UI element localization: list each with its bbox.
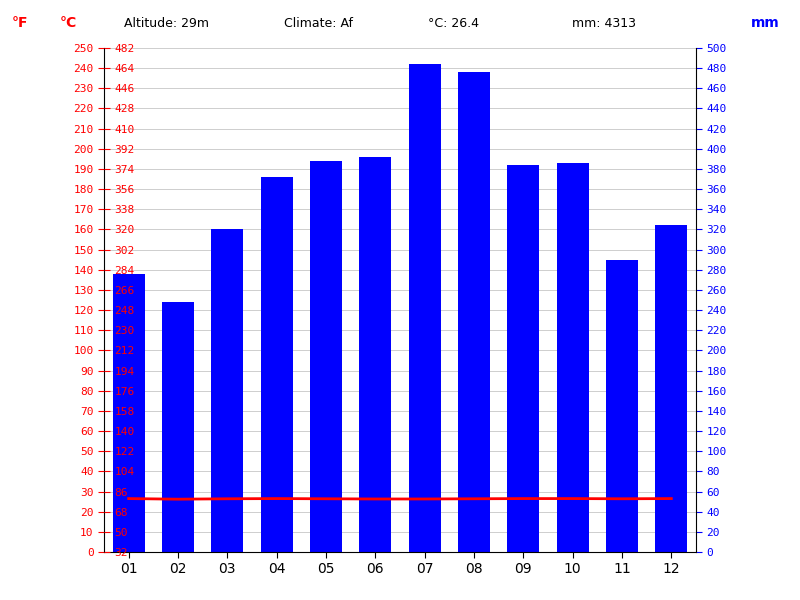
Bar <box>507 165 539 552</box>
Text: °C: 26.4: °C: 26.4 <box>428 17 479 30</box>
Bar <box>211 229 243 552</box>
Bar <box>458 72 490 552</box>
Bar <box>557 163 589 552</box>
Text: mm: mm <box>751 16 780 30</box>
Text: mm: 4313: mm: 4313 <box>572 17 636 30</box>
Text: Altitude: 29m: Altitude: 29m <box>124 17 209 30</box>
Bar <box>655 226 687 552</box>
Bar <box>162 302 194 552</box>
Text: °F: °F <box>12 16 29 30</box>
Bar <box>113 274 145 552</box>
Bar <box>606 260 638 552</box>
Text: Climate: Af: Climate: Af <box>284 17 353 30</box>
Text: °C: °C <box>60 16 78 30</box>
Bar <box>261 177 293 552</box>
Bar <box>310 161 342 552</box>
Bar <box>359 157 391 552</box>
Bar <box>409 64 441 552</box>
